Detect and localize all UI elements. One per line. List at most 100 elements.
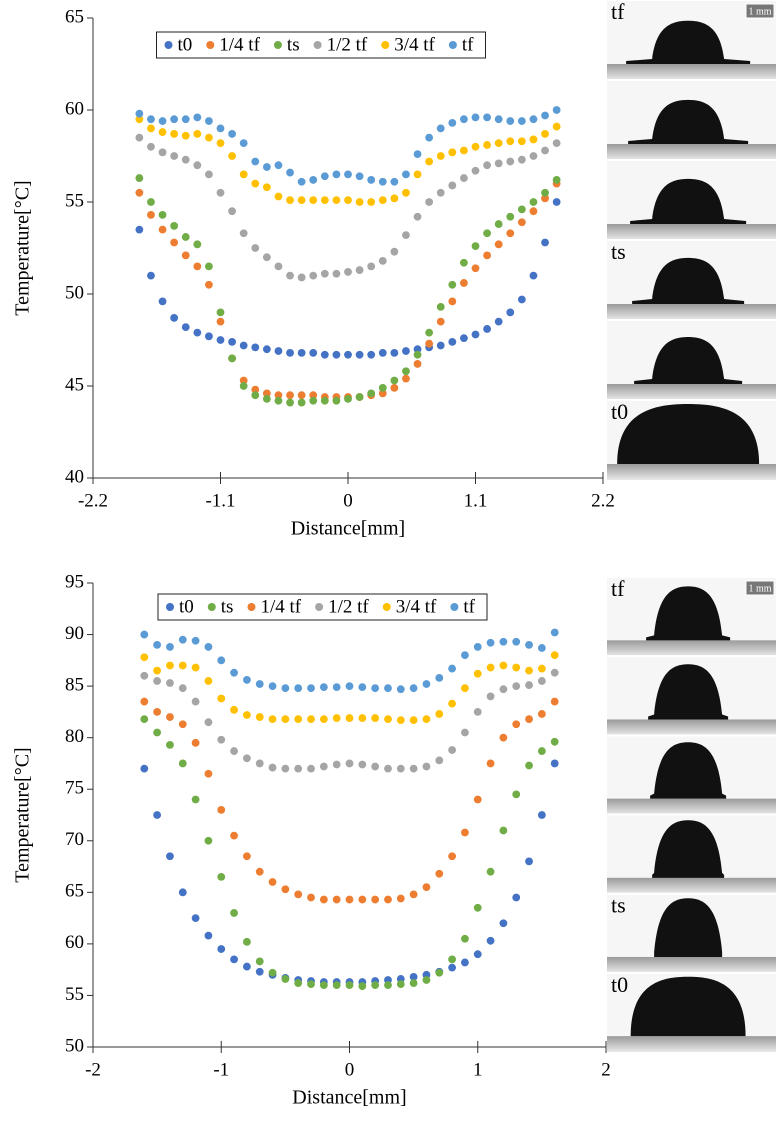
data-point: [345, 759, 354, 768]
droplet: [634, 336, 743, 384]
data-point: [367, 198, 376, 206]
data-point: [191, 697, 200, 706]
data-point: [448, 746, 456, 754]
data-point: [319, 715, 328, 724]
legend-marker: [207, 603, 216, 611]
data-point: [512, 893, 521, 902]
data-point: [274, 391, 283, 400]
data-point: [332, 760, 341, 769]
data-point: [525, 640, 533, 649]
data-point: [461, 728, 469, 737]
data-point: [307, 764, 315, 773]
data-point: [204, 677, 213, 685]
data-point: [147, 198, 155, 206]
data-point: [371, 981, 380, 990]
data-point: [320, 396, 329, 405]
data-point: [436, 124, 445, 133]
data-point: [147, 115, 155, 124]
data-point: [309, 391, 318, 400]
data-point: [486, 759, 495, 768]
data-point: [396, 980, 405, 989]
data-point: [193, 240, 202, 249]
data-point: [529, 135, 538, 144]
x-tick-label: 2.2: [591, 490, 615, 511]
data-point: [140, 653, 149, 662]
data-point: [486, 936, 495, 945]
data-point: [286, 168, 294, 177]
data-point: [166, 852, 174, 861]
data-point: [332, 196, 341, 205]
y-tick-label: 45: [65, 374, 84, 395]
data-point: [297, 196, 306, 205]
data-point: [448, 280, 457, 289]
data-point: [243, 676, 251, 684]
data-point: [166, 643, 174, 651]
data-point: [512, 720, 521, 729]
data-point: [297, 177, 306, 186]
data-point: [239, 229, 248, 238]
data-point: [239, 376, 248, 385]
data-point: [525, 715, 533, 724]
data-point: [281, 684, 290, 693]
data-point: [140, 671, 149, 680]
data-point: [140, 697, 149, 706]
y-tick-label: 55: [65, 190, 84, 211]
data-point: [486, 867, 495, 876]
data-point: [243, 962, 251, 971]
data-point: [274, 262, 283, 271]
legend-label: t0: [178, 34, 193, 55]
droplet: [626, 20, 751, 64]
data-point: [170, 238, 179, 247]
data-point: [486, 638, 495, 647]
data-point: [262, 163, 271, 171]
droplet: [630, 976, 746, 1037]
data-point: [297, 348, 306, 357]
data-point: [396, 894, 405, 903]
data-point: [384, 715, 392, 724]
y-axis-title: Temperature[°C]: [12, 747, 34, 882]
data-point: [483, 113, 491, 122]
data-point: [332, 170, 341, 179]
data-point: [268, 763, 277, 772]
data-point: [483, 161, 491, 170]
data-point: [320, 350, 329, 359]
data-point: [345, 682, 354, 691]
frame-label: tf: [611, 576, 625, 601]
data-point: [390, 348, 399, 357]
data-point: [541, 146, 549, 155]
data-point: [413, 170, 422, 179]
data-point: [178, 684, 187, 693]
droplet-images: tf ts t0 1 mm: [607, 576, 776, 1052]
data-point: [448, 118, 457, 127]
data-point: [178, 720, 187, 729]
data-point: [204, 718, 213, 727]
data-point: [135, 115, 144, 124]
data-point: [309, 176, 318, 184]
y-tick-label: 65: [65, 881, 84, 902]
data-point: [178, 661, 187, 670]
data-point: [319, 981, 328, 990]
data-point: [320, 269, 329, 278]
data-point: [396, 764, 405, 773]
data-point: [541, 188, 549, 197]
data-point: [506, 117, 515, 125]
data-point: [274, 347, 283, 355]
data-point: [529, 115, 538, 124]
data-point: [286, 196, 294, 205]
data-point: [390, 177, 399, 186]
data-point: [153, 728, 162, 737]
data-point: [358, 760, 367, 769]
substrate: [607, 1036, 776, 1052]
data-point: [550, 628, 559, 637]
x-tick-label: -1: [213, 1059, 229, 1080]
data-point: [494, 159, 503, 168]
data-point: [499, 826, 508, 835]
droplet: [628, 99, 749, 144]
data-point: [413, 212, 422, 221]
data-point: [158, 148, 167, 157]
data-point: [390, 383, 399, 392]
data-point: [525, 681, 533, 689]
data-point: [286, 391, 294, 400]
data-point: [402, 374, 410, 383]
